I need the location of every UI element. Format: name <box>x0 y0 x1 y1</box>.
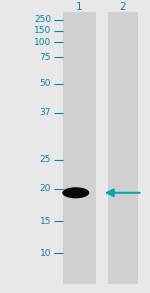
Text: 10: 10 <box>39 249 51 258</box>
Text: 20: 20 <box>40 185 51 193</box>
Text: 75: 75 <box>39 53 51 62</box>
Text: 150: 150 <box>34 26 51 35</box>
Text: 37: 37 <box>39 108 51 117</box>
Text: 1: 1 <box>76 2 83 12</box>
Text: 50: 50 <box>39 79 51 88</box>
Text: 25: 25 <box>40 155 51 164</box>
Bar <box>108 12 138 284</box>
Text: 250: 250 <box>34 16 51 24</box>
Text: 100: 100 <box>34 38 51 47</box>
Text: 2: 2 <box>120 2 126 12</box>
Text: 15: 15 <box>39 217 51 226</box>
Ellipse shape <box>62 187 89 198</box>
Bar <box>63 12 96 284</box>
